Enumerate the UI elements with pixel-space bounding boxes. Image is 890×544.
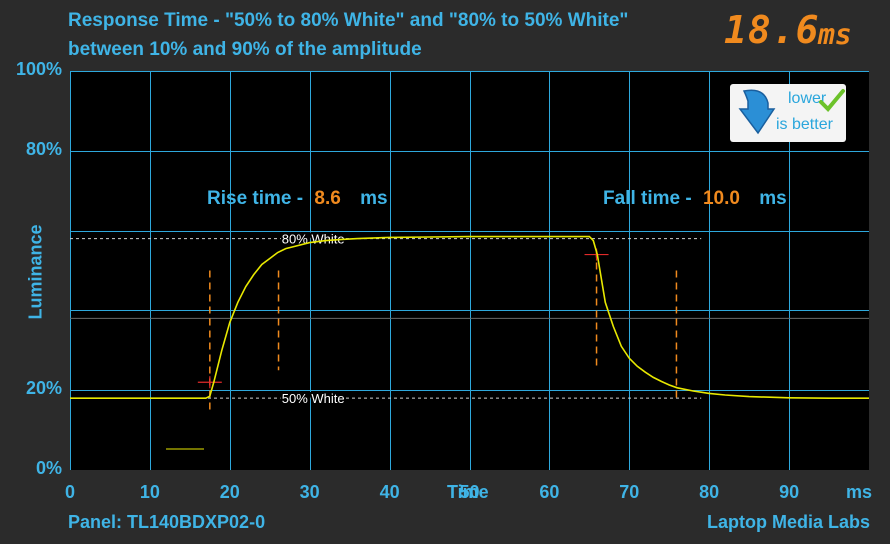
fall-time-value: 10.0	[702, 188, 740, 209]
y-axis-label: Luminance	[25, 224, 46, 320]
arrow-down-icon	[738, 89, 776, 135]
x-tick-label: 40	[379, 482, 400, 502]
x-axis-label: Time	[447, 482, 489, 502]
y-tick-label: 80%	[25, 138, 62, 159]
series-line	[70, 235, 869, 400]
x-tick-label: 10	[139, 482, 160, 502]
result-unit: ms	[818, 18, 852, 51]
chart-title-line1: Response Time - "50% to 80% White" and "…	[68, 10, 629, 31]
x-tick-label: 80	[699, 482, 720, 502]
rise-time-annotation: Rise time - 8.6 ms	[207, 188, 388, 210]
x-tick-label: 0	[64, 482, 75, 502]
badge-text-line2: is better	[776, 116, 833, 133]
reference-line-label: 80% White	[282, 232, 345, 247]
y-tick-label: 100%	[15, 59, 62, 79]
x-tick-label: 70	[619, 482, 640, 502]
y-tick-label: 0%	[35, 458, 62, 478]
x-tick-label: 20	[219, 482, 240, 502]
fall-time-annotation: Fall time - 10.0 ms	[603, 188, 787, 210]
checkmark-icon	[819, 89, 845, 112]
rise-time-label: Rise time -	[207, 188, 304, 209]
result-value: 18.6	[724, 8, 820, 52]
reference-line-label: 50% White	[282, 391, 345, 406]
x-tick-label: 30	[299, 482, 320, 502]
x-tick-label: 90	[779, 482, 800, 502]
panel-label: Panel: TL140BDXP02-0	[68, 512, 266, 532]
rise-time-unit: ms	[360, 188, 388, 209]
lower-is-better-badge: lower is better	[730, 84, 846, 142]
plot-svg: 80% White 50% White	[70, 71, 870, 471]
y-tick-label: 20%	[25, 378, 62, 399]
x-tick-label: 50	[459, 482, 480, 502]
rise-time-value: 8.6	[314, 188, 341, 209]
x-tick-label: 60	[539, 482, 560, 502]
x-axis-unit: ms	[846, 482, 873, 502]
fall-time-unit: ms	[759, 188, 787, 209]
fall-time-label: Fall time -	[603, 188, 692, 209]
chart-title-line2: between 10% and 90% of the amplitude	[68, 39, 422, 60]
badge-text-line1: lower	[788, 90, 827, 107]
brand-label: Laptop Media Labs	[707, 512, 871, 532]
